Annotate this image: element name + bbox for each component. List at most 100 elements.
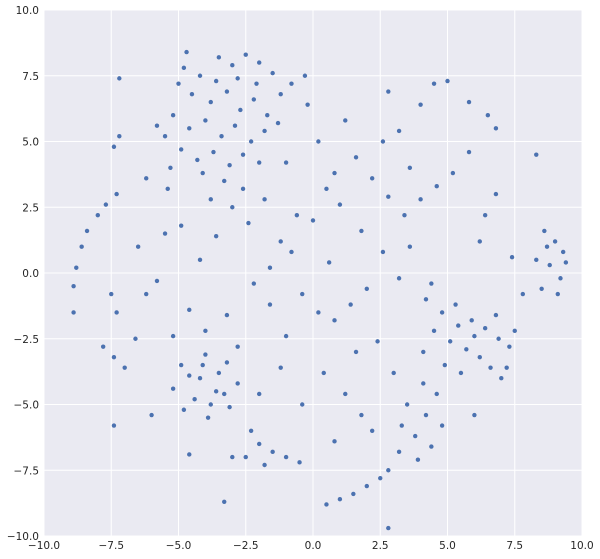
data-point: [79, 244, 84, 249]
data-point: [482, 326, 488, 331]
data-point: [248, 428, 254, 433]
data-point: [520, 291, 526, 297]
data-point: [200, 170, 205, 176]
data-point: [257, 60, 262, 65]
data-point: [114, 310, 119, 315]
points: [71, 49, 569, 531]
data-point: [421, 349, 426, 355]
data-point: [111, 144, 117, 149]
data-point: [103, 202, 109, 207]
data-point: [316, 310, 321, 315]
data-point: [270, 449, 275, 455]
y-tick-label: 10.0: [16, 5, 39, 17]
data-point: [324, 502, 329, 507]
data-point: [539, 286, 544, 291]
data-point: [456, 323, 461, 328]
data-point: [386, 194, 391, 199]
data-point: [429, 281, 434, 286]
data-point: [300, 291, 305, 297]
y-tick-label: 5.0: [22, 137, 39, 149]
data-point: [189, 91, 195, 97]
data-point: [369, 176, 375, 181]
data-point: [235, 381, 240, 386]
data-point: [176, 81, 181, 86]
data-point: [300, 402, 305, 407]
data-point: [248, 139, 254, 144]
data-point: [453, 302, 458, 307]
data-point: [558, 276, 563, 281]
data-point: [208, 402, 213, 407]
data-point: [162, 231, 168, 236]
data-point: [222, 499, 227, 505]
data-point: [407, 165, 413, 170]
x-tick-label: −5.0: [166, 540, 192, 552]
data-point: [391, 370, 396, 376]
data-point: [310, 218, 316, 223]
data-point: [222, 178, 227, 184]
data-point: [297, 460, 302, 465]
data-point: [413, 433, 418, 439]
data-point: [348, 302, 353, 307]
data-point: [431, 81, 437, 86]
data-point: [170, 113, 176, 118]
data-point: [71, 310, 76, 315]
data-point: [302, 73, 308, 78]
data-point: [305, 102, 310, 107]
data-point: [240, 186, 246, 192]
data-point: [375, 339, 380, 344]
data-point: [396, 276, 402, 281]
data-point: [208, 99, 213, 105]
data-point: [213, 389, 219, 394]
x-tick-label: −2.5: [233, 540, 259, 552]
data-point: [219, 134, 224, 139]
data-point: [275, 120, 281, 126]
x-tick-label: −10.0: [28, 540, 60, 552]
data-point: [170, 386, 176, 391]
data-point: [542, 228, 547, 234]
data-point: [431, 328, 437, 334]
data-point: [246, 220, 251, 226]
data-point: [450, 170, 456, 176]
data-point: [165, 186, 170, 192]
data-point: [117, 76, 122, 81]
data-point: [552, 239, 558, 244]
data-point: [270, 70, 275, 76]
data-point: [439, 423, 445, 428]
data-point: [222, 391, 227, 397]
x-tick-label: −7.5: [99, 540, 125, 552]
data-point: [415, 457, 421, 462]
data-point: [439, 310, 445, 315]
data-point: [386, 89, 391, 94]
data-point: [154, 123, 160, 128]
data-point: [267, 302, 273, 307]
data-point: [114, 191, 119, 197]
data-point: [396, 128, 402, 134]
data-point: [216, 370, 222, 376]
data-point: [109, 291, 114, 297]
data-point: [512, 328, 517, 334]
data-point: [122, 365, 127, 370]
data-point: [351, 491, 356, 497]
data-point: [278, 239, 283, 244]
x-tick-label: 0.0: [305, 540, 322, 552]
data-point: [563, 260, 569, 265]
data-point: [404, 402, 410, 407]
data-point: [187, 307, 192, 313]
data-point: [326, 260, 332, 265]
data-point: [434, 184, 439, 189]
data-point: [243, 454, 248, 460]
data-point: [208, 197, 213, 202]
data-point: [477, 239, 482, 244]
data-point: [423, 412, 429, 418]
y-tick-label: −5.0: [14, 400, 40, 412]
data-point: [482, 212, 488, 218]
data-point: [466, 99, 472, 105]
data-point: [117, 134, 122, 139]
data-point: [380, 139, 386, 144]
data-point: [200, 362, 205, 368]
data-point: [493, 126, 499, 131]
data-point: [178, 223, 184, 228]
y-tick-label: −7.5: [14, 465, 40, 477]
data-point: [458, 370, 464, 376]
data-point: [378, 475, 383, 481]
